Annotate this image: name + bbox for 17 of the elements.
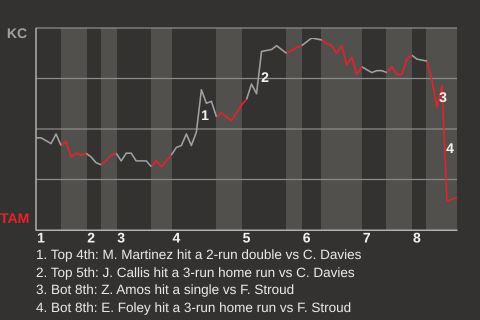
x-tick-label: 5	[242, 229, 251, 246]
x-tick-label: 4	[172, 229, 180, 246]
x-tick-label: 6	[302, 229, 311, 246]
text: 4. Bot 8th: E. Foley hit a 3-run home run vs F. Stroud	[36, 298, 352, 316]
text: 1. Top 4th: M. Martinez hit a 2-run double vs C. Davies	[36, 246, 362, 264]
annotation: 1	[200, 107, 210, 123]
x-tick-label: 8	[413, 229, 422, 246]
x-tick-label: 2	[87, 229, 96, 246]
text: TAM	[0, 210, 30, 226]
x-tick-label: 3	[117, 229, 126, 246]
text: 2. Top 5th: J. Callis hit a 3-run home run vs C. Davies	[36, 264, 356, 281]
text: KC	[6, 25, 28, 41]
text: 3. Bot 8th: Z. Amos hit a single vs F. Stroud	[36, 281, 296, 298]
x-tick-label: 1	[37, 229, 46, 246]
x-tick-label: 7	[362, 229, 371, 246]
annotation: 4	[445, 140, 455, 156]
annotation: 2	[260, 69, 270, 85]
